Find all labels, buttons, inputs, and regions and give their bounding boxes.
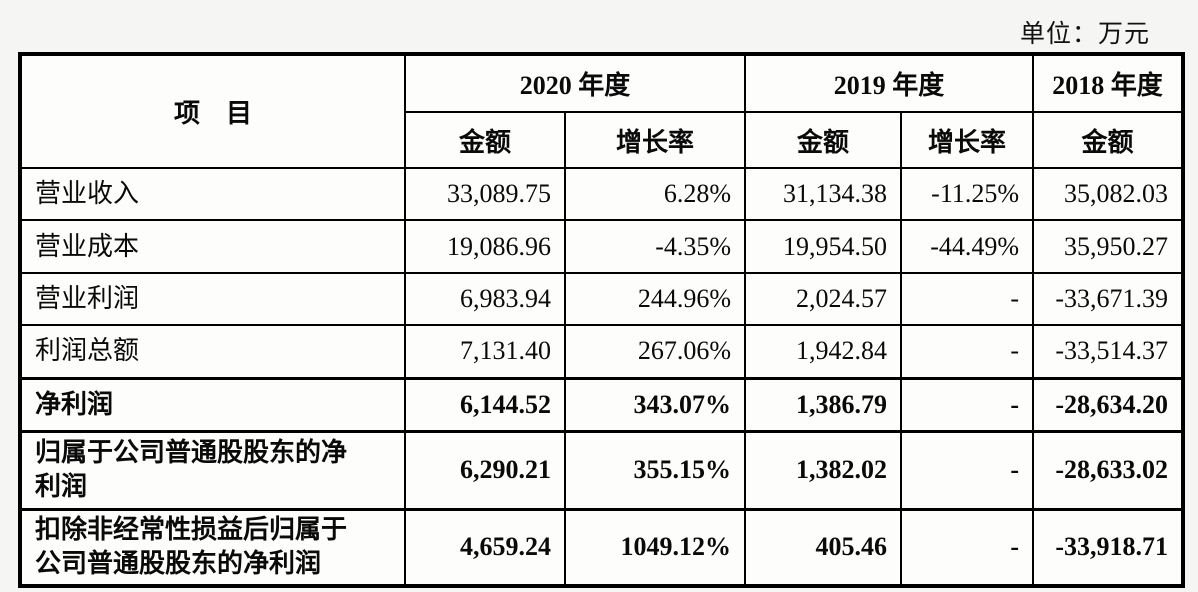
table-row-net-profit-excl-nonrecurring: 扣除非经常性损益后归属于 公司普通股股东的净利润 4,659.24 1049.1… (19, 507, 1185, 587)
amount-2020-cell: 33,089.75 (404, 167, 566, 221)
amount-2020-cell: 6,290.21 (404, 429, 566, 510)
amount-2020-cell: 7,131.40 (404, 324, 566, 379)
header-item: 项 目 (19, 53, 406, 169)
row-label: 净利润 (19, 376, 406, 432)
amount-2018-cell: 35,082.03 (1032, 167, 1185, 221)
amount-2019-cell: 1,942.84 (744, 324, 903, 379)
header-amount-2018: 金额 (1032, 111, 1185, 169)
amount-2018-cell: -33,918.71 (1032, 507, 1185, 587)
header-growth-2019: 增长率 (900, 111, 1035, 169)
row-label: 营业收入 (19, 167, 406, 221)
header-growth-2020: 增长率 (563, 111, 747, 169)
growth-2019-cell: -44.49% (900, 219, 1035, 274)
table-row-operating-cost: 营业成本 19,086.96 -4.35% 19,954.50 -44.49% … (19, 219, 1185, 274)
amount-2019-cell: 19,954.50 (744, 219, 903, 274)
amount-2020-cell: 4,659.24 (404, 507, 566, 587)
growth-2020-cell: 244.96% (563, 272, 747, 326)
row-label: 营业利润 (19, 272, 406, 326)
unit-note: 单位：万元 (1019, 21, 1150, 48)
amount-2019-cell: 1,386.79 (744, 376, 903, 432)
header-amount-2020: 金额 (404, 111, 566, 169)
growth-2019-cell: - (900, 429, 1035, 510)
amount-2019-cell: 2,024.57 (744, 272, 903, 326)
amount-2018-cell: 35,950.27 (1032, 219, 1185, 274)
growth-2019-cell: - (900, 507, 1035, 587)
growth-2019-cell: -11.25% (900, 167, 1035, 221)
amount-2019-cell: 1,382.02 (744, 429, 903, 510)
growth-2020-cell: -4.35% (563, 219, 747, 274)
table-row-operating-profit: 营业利润 6,983.94 244.96% 2,024.57 - -33,671… (19, 272, 1185, 326)
header-year-2018: 2018 年度 (1032, 53, 1185, 113)
amount-2020-cell: 19,086.96 (404, 219, 566, 274)
table-row-net-profit-to-shareholders: 归属于公司普通股股东的净 利润 6,290.21 355.15% 1,382.0… (19, 429, 1185, 510)
growth-2020-cell: 343.07% (563, 376, 747, 432)
row-label: 营业成本 (19, 219, 406, 274)
amount-2020-cell: 6,144.52 (404, 376, 566, 432)
growth-2020-cell: 1049.12% (563, 507, 747, 587)
amount-2018-cell: -28,633.02 (1032, 429, 1185, 510)
growth-2019-cell: - (900, 272, 1035, 326)
amount-2018-cell: -33,514.37 (1032, 324, 1185, 379)
amount-2019-cell: 405.46 (744, 507, 903, 587)
growth-2020-cell: 6.28% (563, 167, 747, 221)
financial-summary-table: 项 目 2020 年度 2019 年度 2018 年度 金额 增长率 金额 增长… (18, 52, 1186, 588)
table-row-operating-revenue: 营业收入 33,089.75 6.28% 31,134.38 -11.25% 3… (19, 167, 1185, 221)
growth-2020-cell: 355.15% (563, 429, 747, 510)
amount-2018-cell: -28,634.20 (1032, 376, 1185, 432)
table-row-total-profit: 利润总额 7,131.40 267.06% 1,942.84 - -33,514… (19, 324, 1185, 379)
amount-2018-cell: -33,671.39 (1032, 272, 1185, 326)
header-row-measures: 金额 增长率 金额 增长率 金额 (20, 111, 1185, 169)
table-row-net-profit: 净利润 6,144.52 343.07% 1,386.79 - -28,634.… (19, 376, 1185, 432)
row-label: 归属于公司普通股股东的净 利润 (19, 429, 406, 510)
header-year-2020: 2020 年度 (403, 53, 747, 113)
header-year-2019: 2019 年度 (744, 53, 1035, 113)
header-amount-2019: 金额 (744, 111, 903, 169)
growth-2019-cell: - (900, 376, 1035, 432)
growth-2019-cell: - (900, 324, 1035, 379)
row-label: 利润总额 (19, 324, 406, 379)
row-label: 扣除非经常性损益后归属于 公司普通股股东的净利润 (19, 507, 406, 587)
header-row-years: 项 目 2020 年度 2019 年度 2018 年度 (19, 53, 1185, 169)
amount-2020-cell: 6,983.94 (404, 272, 566, 326)
amount-2019-cell: 31,134.38 (744, 167, 903, 221)
growth-2020-cell: 267.06% (563, 324, 747, 379)
